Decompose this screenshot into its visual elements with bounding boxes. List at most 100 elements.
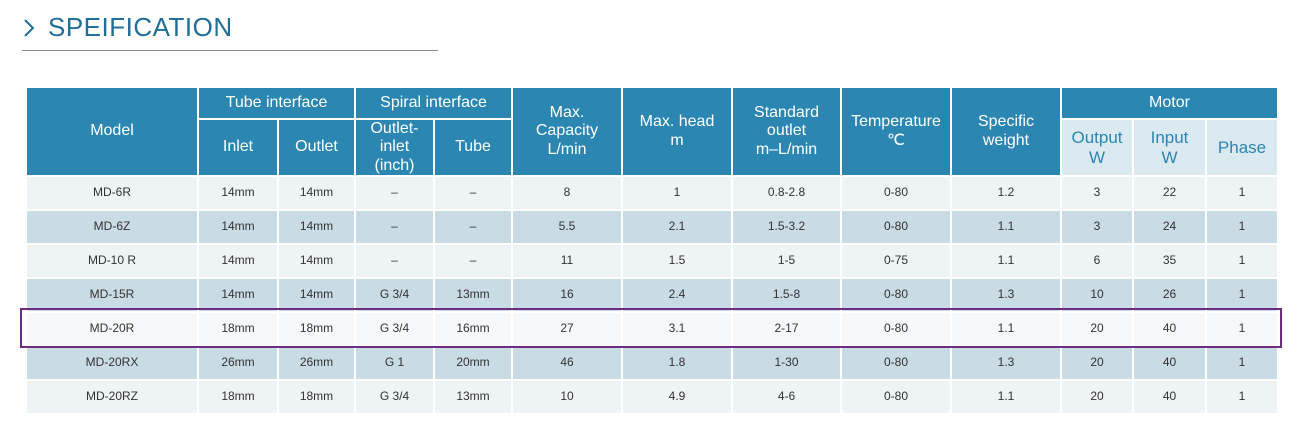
header-row: Inlet Outlet Outlet-inlet (inch) Tube Output W…: [26, 117, 1280, 178]
title-underline: [22, 50, 438, 51]
cell: 1: [1204, 175, 1280, 212]
cell: 1.8: [621, 345, 733, 382]
header-text: Input: [1150, 128, 1189, 148]
header-text: Standard: [754, 104, 819, 121]
cell: 1.5-8: [731, 277, 842, 314]
cell: 0-80: [840, 277, 952, 314]
header-text: Output: [1071, 128, 1123, 148]
cell: 13mm: [433, 277, 513, 314]
sub-header: Input W: [1132, 117, 1207, 178]
header-text: Specific: [977, 113, 1035, 131]
group-header: Temperature ℃: [840, 85, 952, 178]
cell: 1: [1204, 243, 1280, 280]
cell: 1.3: [950, 345, 1062, 382]
cell: 24: [1132, 209, 1207, 246]
cell: 1.1: [950, 379, 1062, 416]
cell: 14mm: [277, 277, 356, 314]
cell: 46: [511, 345, 623, 382]
cell: 0-80: [840, 175, 952, 212]
cell: 0-80: [840, 311, 952, 348]
header-text: (inch): [374, 156, 415, 174]
cell: 4-6: [731, 379, 842, 416]
data-row: MD-10 R 14mm 14mm – –11 1.5 1-5 0-75 1.1 6 35 1: [25, 243, 1280, 280]
cell: –: [354, 175, 435, 212]
header-text: Tube: [455, 138, 491, 156]
cell: MD-6Z: [25, 209, 199, 246]
group-header: Max. head m: [621, 85, 733, 178]
cell: 14mm: [197, 209, 279, 246]
cell: 40: [1132, 379, 1207, 416]
cell: –: [433, 209, 513, 246]
data-row: MD-6R 14mm 14mm – –8 1 0.8-2.8 0-80 1.2 3 22 1: [25, 175, 1280, 212]
cell: 18mm: [277, 311, 356, 348]
cell: 0-80: [840, 345, 952, 382]
cell: 0.8-2.8: [731, 175, 842, 212]
cell: 27: [511, 311, 623, 348]
sub-header: Tube: [433, 117, 513, 178]
group-header: Standard outlet m–L/min: [731, 85, 842, 178]
header-text: Phase: [1217, 137, 1267, 157]
cell: MD-20RX: [25, 345, 199, 382]
header-text: W: [1161, 147, 1178, 167]
cell: 4.9: [621, 379, 733, 416]
cell: MD-10 R: [25, 243, 199, 280]
cell: G 1: [354, 345, 435, 382]
group-header: Spiral interface: [354, 86, 513, 120]
data-row: MD-15R 14mm 14mm G 3/4 13mm 16 2.4 1.5-8 0-80 1.3…: [25, 277, 1280, 314]
cell: 1: [1204, 311, 1280, 348]
sub-header: Outlet: [277, 117, 356, 178]
cell: 1: [1204, 345, 1280, 382]
chevron-icon: [24, 19, 35, 37]
sub-header: Outlet-inlet (inch): [354, 117, 435, 178]
data-row: MD-6Z 14mm 14mm – –5.5 2.1 1.5-3.2 0-80 1.1 3 24 1: [25, 209, 1280, 246]
cell: 10: [1060, 277, 1134, 314]
cell: –: [433, 243, 513, 280]
cell: MD-6R: [25, 175, 199, 212]
cell: 14mm: [197, 277, 279, 314]
cell: 1.1: [950, 243, 1062, 280]
header-text: Outlet: [295, 138, 338, 156]
cell: 18mm: [197, 379, 279, 416]
cell: 1.2: [950, 175, 1062, 212]
header-text: Motor: [1149, 93, 1190, 111]
cell: 16: [511, 277, 623, 314]
group-header: Motor: [1059, 86, 1280, 120]
header-text: W: [1088, 147, 1106, 167]
cell: 0-80: [840, 379, 952, 416]
header-text: m–L/min: [755, 140, 818, 158]
cell: 40: [1132, 311, 1207, 348]
cell: 26: [1132, 277, 1207, 314]
header-text: Tube interface: [225, 93, 328, 111]
cell: 11: [511, 243, 623, 280]
cell: 2-17: [731, 311, 842, 348]
cell: G 3/4: [354, 311, 435, 348]
header-text: ℃: [887, 131, 905, 149]
cell: 18mm: [277, 379, 356, 416]
cell: 20mm: [433, 345, 513, 382]
spec-table: Model Tube interface Spiral interface Max. C…: [25, 85, 1280, 416]
cell: 18mm: [197, 311, 279, 348]
cell: –: [354, 243, 435, 280]
header-text: Max. head: [639, 113, 715, 131]
cell: 1.1: [950, 311, 1062, 348]
header-text: Max.: [549, 104, 585, 121]
sub-header: Output W: [1060, 117, 1134, 178]
section-title: SPEIFICATION: [48, 12, 233, 42]
cell: 10: [511, 379, 623, 416]
cell: 40: [1132, 345, 1207, 382]
cell: MD-15R: [25, 277, 199, 314]
cell: 26mm: [277, 345, 356, 382]
cell: 22: [1132, 175, 1207, 212]
cell: 14mm: [277, 243, 356, 280]
group-header: Tube interface: [197, 86, 356, 120]
cell: G 3/4: [354, 277, 435, 314]
header-text: Temperature: [851, 113, 941, 131]
group-header: Specific weight: [950, 85, 1062, 178]
header-text: Inlet: [222, 138, 254, 156]
cell: 1-5: [731, 243, 842, 280]
header-text: L/min: [547, 140, 587, 158]
cell: 35: [1132, 243, 1207, 280]
cell: 20: [1060, 345, 1134, 382]
cell: –: [433, 175, 513, 212]
